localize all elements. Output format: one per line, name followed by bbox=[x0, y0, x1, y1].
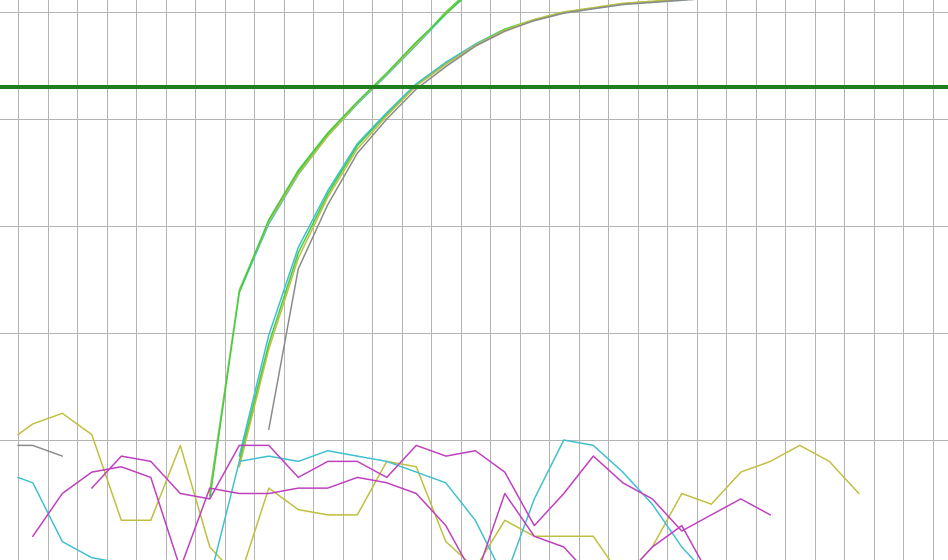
series-line-9 bbox=[17, 412, 860, 560]
series-line-12 bbox=[91, 444, 772, 532]
series-line-3 bbox=[209, 0, 462, 495]
horizontal-grid-lines bbox=[0, 12, 948, 441]
series-line-7 bbox=[238, 0, 682, 468]
series-line-8 bbox=[268, 0, 696, 431]
series-line-4 bbox=[209, 0, 462, 500]
series-lines bbox=[17, 0, 860, 560]
series-line-11 bbox=[32, 466, 702, 560]
series-line-13 bbox=[17, 444, 64, 457]
